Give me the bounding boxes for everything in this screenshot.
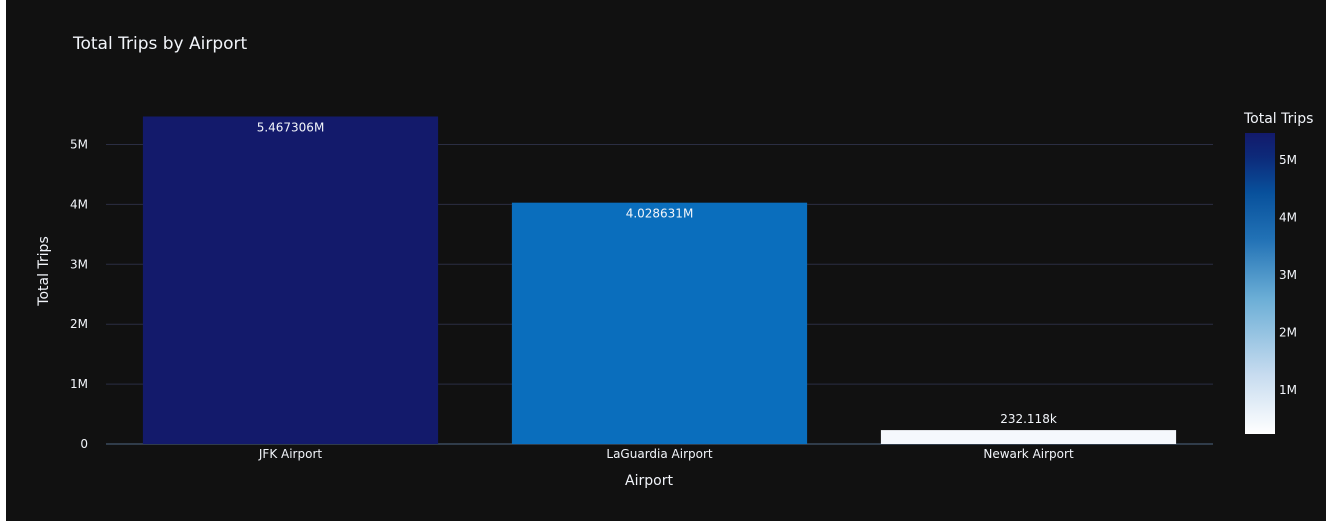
bar[interactable] [142,116,439,445]
x-axis-title: Airport [625,473,673,489]
data-label: 232.118k [1000,412,1057,426]
y-tick-label: 0 [80,437,88,451]
colorbar-title: Total Trips [1243,111,1313,127]
data-label: 4.028631M [626,207,694,221]
chart-card: Total Trips by Airport 0 1M 2M 3M 4M 5M 5.467… [6,0,1326,521]
colorbar-tick-label: 3M [1279,268,1297,282]
colorbar-tick-label: 5M [1279,153,1297,167]
data-labels: 5.467306M 4.028631M 232.118k [257,121,1057,427]
y-axis-title: Total Trips [36,236,52,306]
colorbar-ticks: 1M 2M 3M 4M 5M [1279,153,1297,397]
x-tick-label: Newark Airport [983,447,1074,461]
bar[interactable] [880,430,1177,444]
colorbar-tick-label: 1M [1279,383,1297,397]
bar[interactable] [511,202,808,444]
x-tick-label: JFK Airport [258,447,322,461]
y-tick-label: 5M [70,137,88,151]
data-label: 5.467306M [257,121,325,135]
chart-title: Total Trips by Airport [72,34,248,54]
y-tick-label: 1M [70,377,88,391]
y-tick-label: 2M [70,317,88,331]
colorbar-tick-label: 4M [1279,210,1297,224]
colorbar-gradient [1245,133,1275,434]
y-axis-ticks: 0 1M 2M 3M 4M 5M [70,137,88,451]
x-axis-ticks: JFK Airport LaGuardia Airport Newark Airpo… [258,447,1074,461]
colorbar: Total Trips 1M 2M 3M 4M 5M [1243,111,1313,434]
bar-chart: Total Trips by Airport 0 1M 2M 3M 4M 5M 5.467… [36,34,1313,489]
y-tick-label: 3M [70,257,88,271]
bars [142,116,1177,445]
y-tick-label: 4M [70,197,88,211]
x-tick-label: LaGuardia Airport [606,447,713,461]
colorbar-tick-label: 2M [1279,325,1297,339]
